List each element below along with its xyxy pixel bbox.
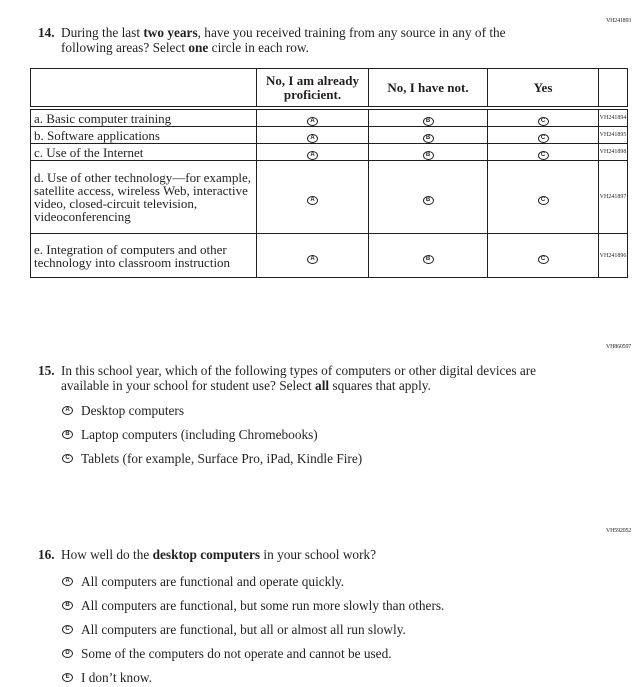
option-circle[interactable]: B xyxy=(62,601,73,610)
q-bold: all xyxy=(315,378,330,393)
row-id: VH241898 xyxy=(598,143,628,161)
q-text: squares that apply. xyxy=(329,378,431,393)
row-id: VH241894 xyxy=(598,107,628,127)
answer-circle-c[interactable]: C xyxy=(537,151,549,160)
option-label: Tablets (for example, Surface Pro, iPad,… xyxy=(81,451,363,466)
answer-circle-b[interactable]: B xyxy=(422,134,434,143)
question-number: 15. xyxy=(38,363,55,378)
option-label: All computers are functional and operate… xyxy=(81,574,345,589)
option-circle[interactable]: E xyxy=(62,673,73,682)
row-label: b. Software applications xyxy=(30,126,257,144)
answer-circle-a[interactable]: A xyxy=(307,196,318,205)
q-bold: desktop computers xyxy=(152,547,261,562)
option[interactable]: C Tablets (for example, Surface Pro, iPad… xyxy=(62,451,362,466)
question-14: 14. During the last two years, have you … xyxy=(38,25,558,55)
training-table: No, I am already proficient. No, I have … xyxy=(30,68,628,278)
row-label: c. Use of the Internet xyxy=(30,143,257,161)
option-circle[interactable]: A xyxy=(62,406,73,415)
answer-cell: B xyxy=(368,107,488,127)
answer-cell: C xyxy=(487,143,599,161)
option-circle[interactable]: C xyxy=(62,454,73,463)
option-label: I don’t know. xyxy=(81,670,152,685)
answer-circle-c[interactable]: C xyxy=(537,117,549,126)
header-id xyxy=(598,68,628,109)
table-row: b. Software applications A B C VH241895 xyxy=(30,126,628,144)
q-bold: two years xyxy=(143,25,198,40)
answer-cell: C xyxy=(487,233,599,278)
option-circle[interactable]: C xyxy=(62,625,73,634)
row-id: VH241897 xyxy=(598,160,628,234)
answer-cell: A xyxy=(256,143,369,161)
q-text: How well do the xyxy=(61,547,153,562)
q-text: circle in each row. xyxy=(208,40,309,55)
answer-cell: C xyxy=(487,160,599,234)
answer-cell: A xyxy=(256,160,369,234)
q-text: During the last xyxy=(61,25,144,40)
row-id: VH241895 xyxy=(598,126,628,144)
option[interactable]: A All computers are functional and operat… xyxy=(62,574,344,589)
option[interactable]: B All computers are functional, but some … xyxy=(62,598,444,613)
header-blank xyxy=(30,68,257,109)
question-id: VH241893 xyxy=(606,18,632,24)
answer-circle-c[interactable]: C xyxy=(537,134,549,143)
answer-cell: C xyxy=(487,107,599,127)
question-16: 16. How well do the desktop computers in… xyxy=(38,547,558,562)
answer-cell: B xyxy=(368,143,488,161)
q-text: , have you received training from any so… xyxy=(61,25,506,55)
answer-circle-a[interactable]: A xyxy=(307,134,318,143)
q-text: in your school work? xyxy=(260,547,377,562)
option-circle[interactable]: D xyxy=(62,649,73,658)
row-label: e. Integration of computers and other te… xyxy=(30,233,257,278)
table-row: c. Use of the Internet A B C VH241898 xyxy=(30,143,628,161)
answer-cell: B xyxy=(368,233,488,278)
answer-circle-a[interactable]: A xyxy=(307,151,318,160)
table-row: a. Basic computer training A B C VH241894 xyxy=(30,107,628,127)
question-number: 14. xyxy=(38,25,55,40)
option[interactable]: A Desktop computers xyxy=(62,403,184,418)
question-id: VH860597 xyxy=(606,344,632,350)
answer-circle-a[interactable]: A xyxy=(307,254,318,264)
option[interactable]: D Some of the computers do not operate an… xyxy=(62,646,392,661)
option-label: All computers are functional, but some r… xyxy=(81,598,445,613)
answer-cell: B xyxy=(368,126,488,144)
q-bold: one xyxy=(188,40,209,55)
header-col-c: Yes xyxy=(487,68,599,109)
answer-circle-a[interactable]: A xyxy=(307,117,318,126)
answer-circle-b[interactable]: B xyxy=(422,151,434,160)
answer-cell: C xyxy=(487,126,599,144)
row-label: a. Basic computer training xyxy=(30,107,257,127)
question-id: VH592052 xyxy=(606,528,632,534)
q-text: In this school year, which of the follow… xyxy=(61,363,537,393)
answer-circle-c[interactable]: C xyxy=(537,196,549,205)
answer-circle-c[interactable]: C xyxy=(537,254,549,264)
table-row: d. Use of other technology—for example, … xyxy=(30,160,628,234)
option[interactable]: E I don’t know. xyxy=(62,670,152,685)
row-label: d. Use of other technology—for example, … xyxy=(30,160,257,234)
option-label: Laptop computers (including Chromebooks) xyxy=(81,427,318,442)
header-col-b: No, I have not. xyxy=(368,68,488,109)
answer-cell: A xyxy=(256,233,369,278)
option-circle[interactable]: A xyxy=(62,577,73,586)
answer-circle-b[interactable]: B xyxy=(422,117,434,126)
answer-cell: B xyxy=(368,160,488,234)
option[interactable]: B Laptop computers (including Chromebooks… xyxy=(62,427,318,442)
row-id: VH241896 xyxy=(598,233,628,278)
answer-cell: A xyxy=(256,107,369,127)
answer-cell: A xyxy=(256,126,369,144)
option[interactable]: C All computers are functional, but all o… xyxy=(62,622,406,637)
table-row: e. Integration of computers and other te… xyxy=(30,233,628,278)
option-circle[interactable]: B xyxy=(62,430,73,439)
question-15: 15. In this school year, which of the fo… xyxy=(38,363,558,393)
header-col-a: No, I am already proficient. xyxy=(256,68,369,109)
answer-circle-b[interactable]: B xyxy=(422,254,434,264)
option-label: Some of the computers do not operate and… xyxy=(81,646,392,661)
option-label: Desktop computers xyxy=(81,403,185,418)
question-number: 16. xyxy=(38,547,55,562)
option-label: All computers are functional, but all or… xyxy=(81,622,406,637)
answer-circle-b[interactable]: B xyxy=(422,196,434,205)
